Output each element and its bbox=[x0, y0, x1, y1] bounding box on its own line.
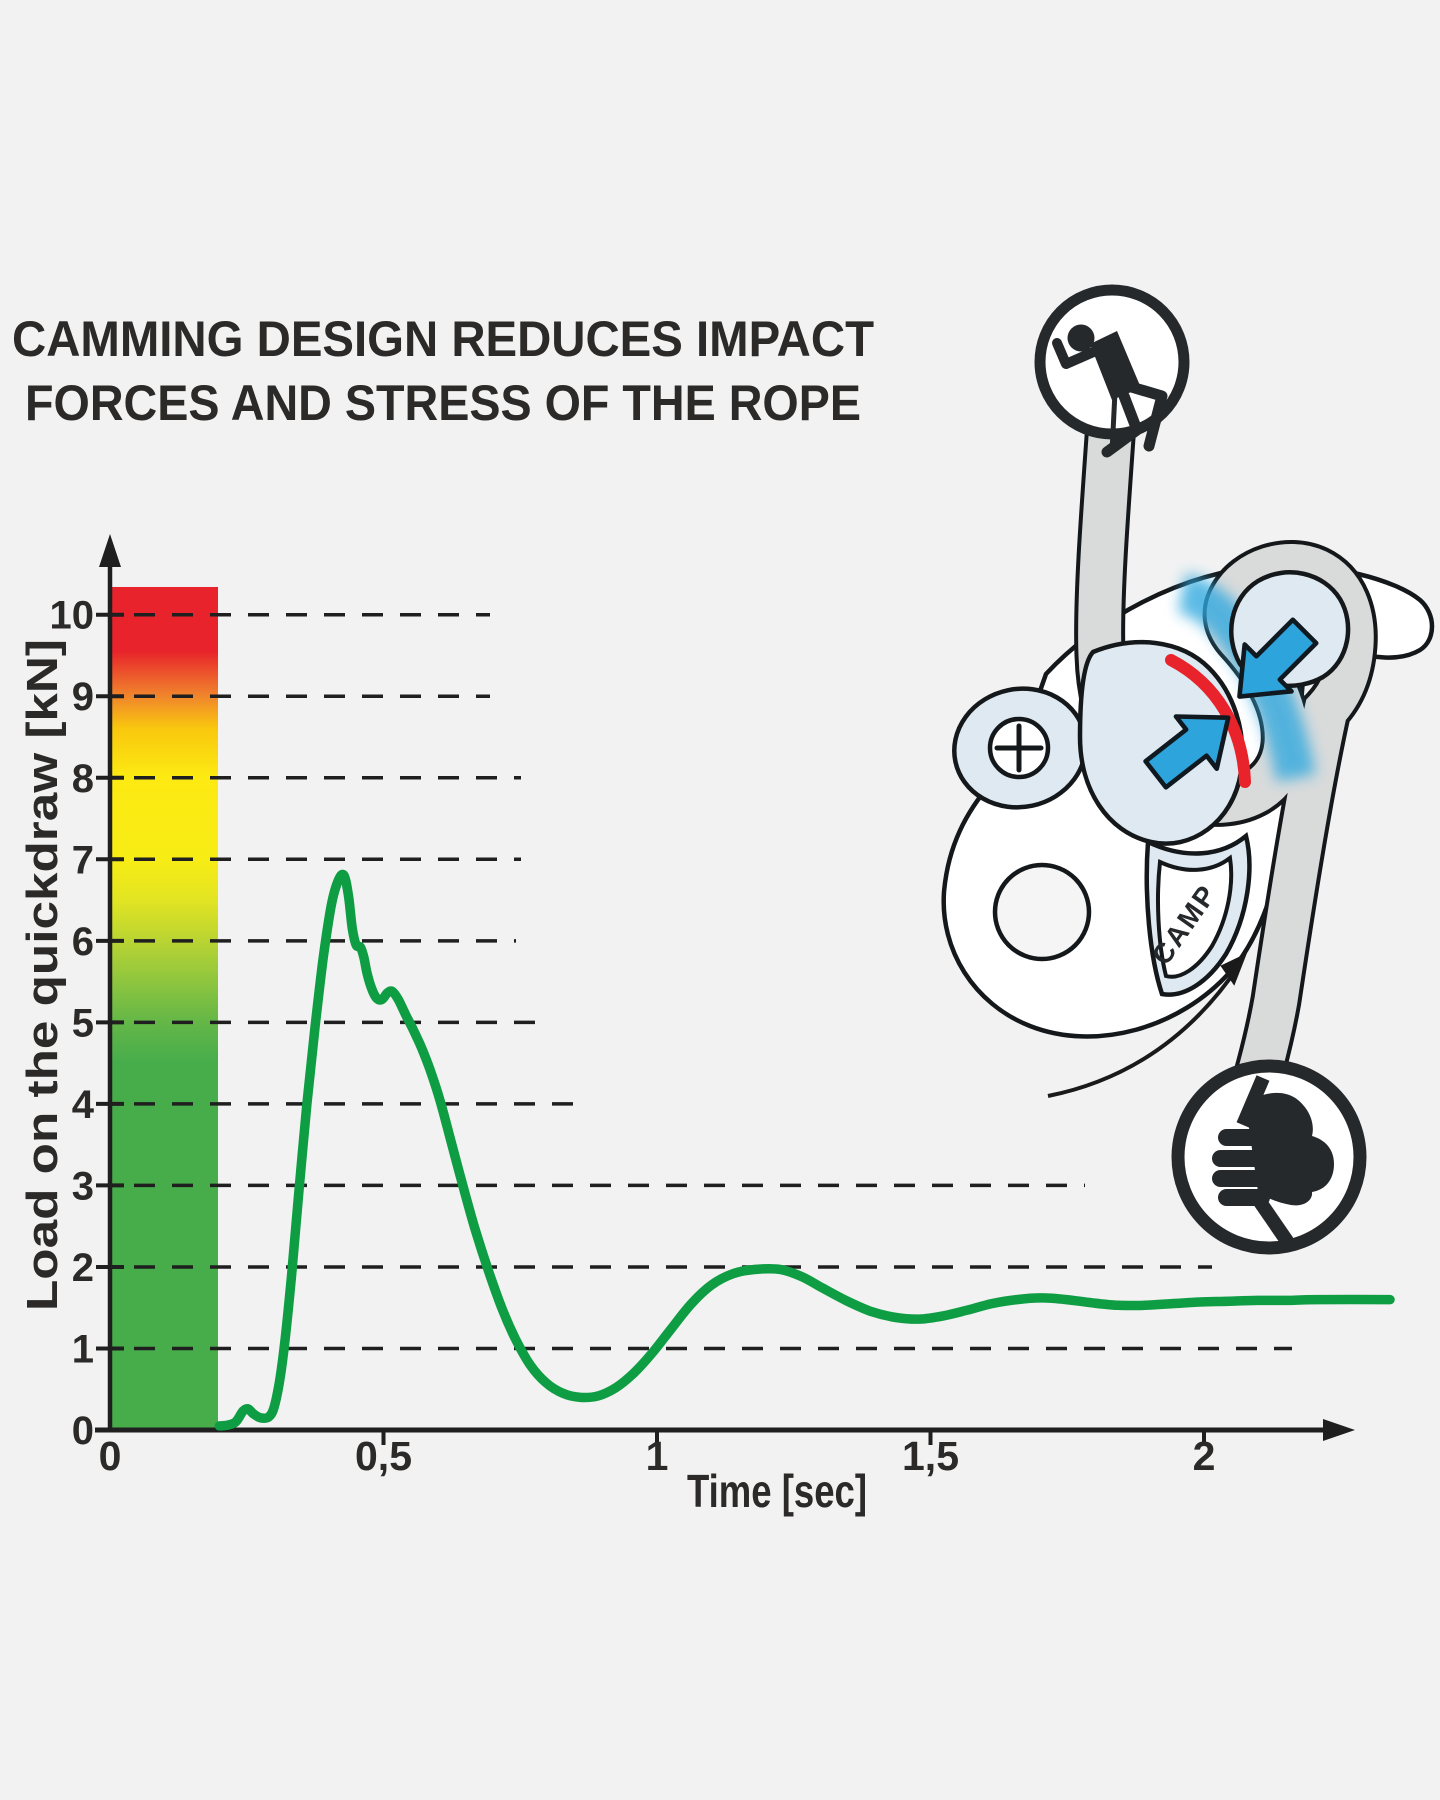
hand-grip-rope-icon bbox=[1171, 1059, 1367, 1255]
y-tick-label: 4 bbox=[72, 1083, 95, 1127]
x-tick-label: 0,5 bbox=[355, 1433, 412, 1479]
camp-frame-panel bbox=[1156, 854, 1234, 979]
load-curve bbox=[214, 869, 1395, 1431]
x-tick-label: 1 bbox=[646, 1433, 669, 1479]
y-tick-label: 2 bbox=[72, 1246, 94, 1290]
x-axis-title: Time [sec] bbox=[687, 1465, 867, 1517]
x-tick-label: 2 bbox=[1193, 1433, 1216, 1479]
load-scale-gradient-bar bbox=[111, 586, 218, 1428]
cam-rotation-arrow-icon bbox=[1047, 953, 1247, 1098]
y-tick-label: 10 bbox=[50, 594, 95, 638]
force-arrow-icon-lower bbox=[1143, 714, 1231, 790]
plus-screw-icon bbox=[987, 716, 1051, 780]
y-tick-label: 7 bbox=[72, 838, 94, 882]
carabiner-hole bbox=[992, 862, 1092, 962]
falling-climber-icon bbox=[1034, 284, 1190, 458]
cam-edge-highlight bbox=[1165, 654, 1251, 788]
x-tick-label: 1,5 bbox=[902, 1433, 959, 1479]
y-tick-label: 8 bbox=[72, 757, 94, 801]
load-vs-time-chart: 0 1 2 3 4 5 6 7 8 9 10 0 0,5 1 1,5 2 bbox=[50, 534, 1395, 1479]
y-tick-label: 6 bbox=[72, 920, 94, 964]
y-tick-label: 3 bbox=[72, 1164, 94, 1208]
x-axis-arrowhead bbox=[1323, 1419, 1355, 1441]
x-tick-label: 0 bbox=[99, 1433, 122, 1479]
y-tick-label: 9 bbox=[72, 675, 94, 719]
force-arrow-icon-upper bbox=[1237, 617, 1319, 699]
y-axis-arrowhead bbox=[99, 534, 121, 567]
y-tick-label: 1 bbox=[72, 1327, 94, 1371]
y-tick-label: 5 bbox=[72, 1001, 94, 1045]
page-title-line2: FORCES AND STRESS OF THE ROPE bbox=[25, 375, 861, 431]
page-title-line1: CAMMING DESIGN REDUCES IMPACT bbox=[12, 311, 874, 367]
y-axis-title: Load on the quickdraw [kN] bbox=[18, 639, 67, 1311]
cam bbox=[1077, 640, 1245, 846]
belay-device-illustration: CAMP bbox=[941, 284, 1435, 1255]
y-tick-label: 0 bbox=[72, 1409, 94, 1453]
